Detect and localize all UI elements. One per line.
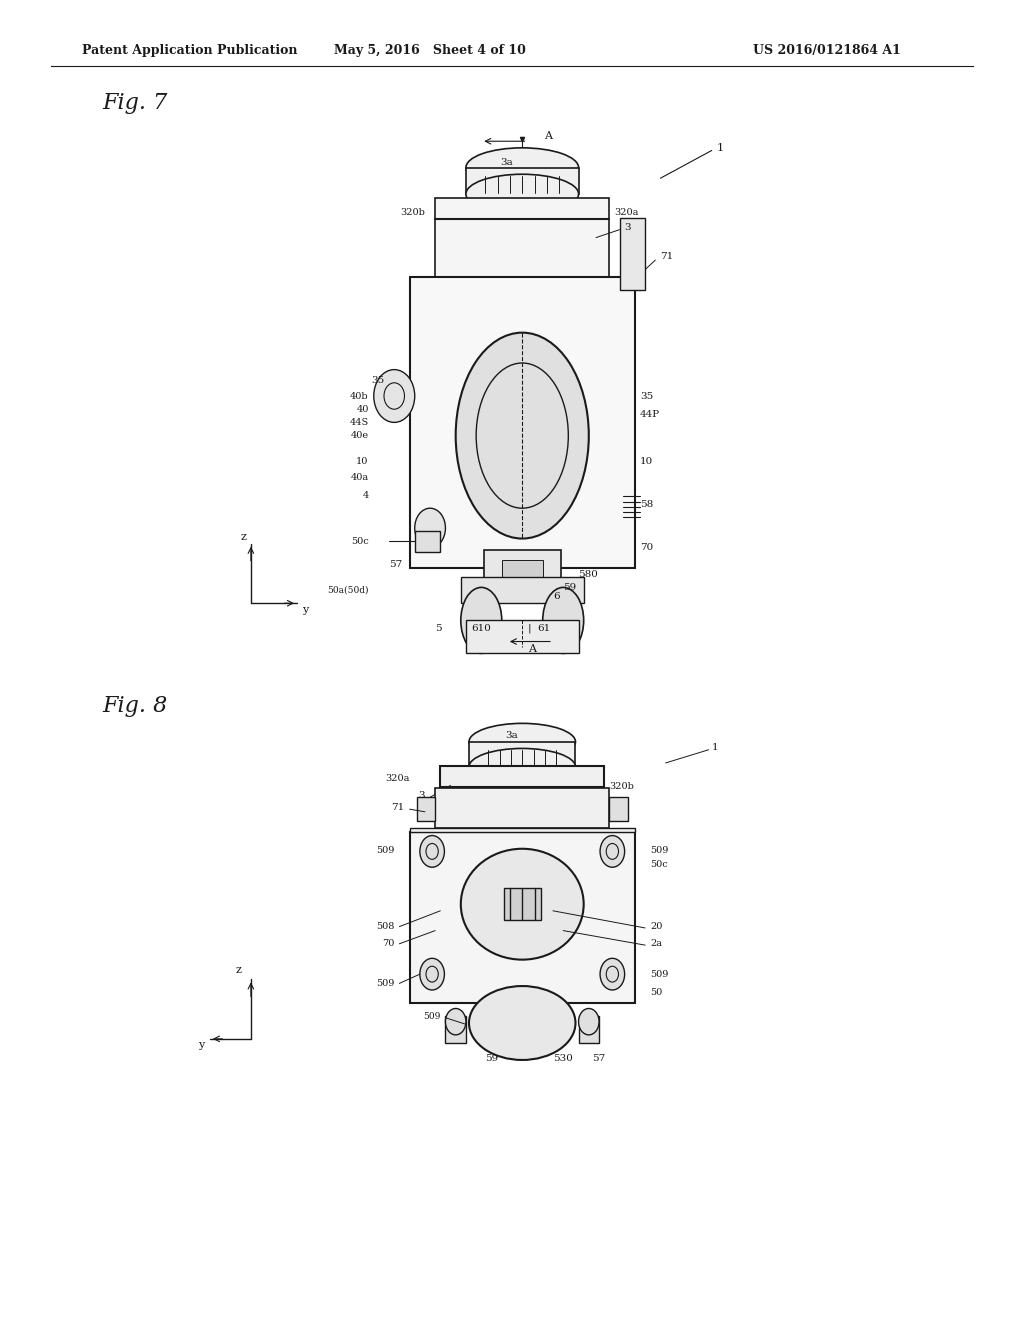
Text: 3a: 3a xyxy=(501,158,513,166)
Bar xyxy=(502,560,543,581)
Bar xyxy=(435,788,609,828)
Circle shape xyxy=(415,508,445,548)
Text: 58: 58 xyxy=(640,500,653,508)
Text: 50: 50 xyxy=(650,989,663,997)
Text: 57: 57 xyxy=(389,561,402,569)
Text: May 5, 2016   Sheet 4 of 10: May 5, 2016 Sheet 4 of 10 xyxy=(334,44,526,57)
Text: z: z xyxy=(241,532,247,543)
Text: 509: 509 xyxy=(376,979,394,987)
Text: Patent Application Publication: Patent Application Publication xyxy=(82,44,297,57)
Text: 2a: 2a xyxy=(650,940,663,948)
Text: 35: 35 xyxy=(640,392,653,400)
Ellipse shape xyxy=(543,587,584,653)
Bar xyxy=(415,531,440,552)
Text: 6: 6 xyxy=(553,593,559,601)
Text: 4: 4 xyxy=(362,491,369,499)
Text: A: A xyxy=(544,131,552,141)
Text: 57: 57 xyxy=(592,1055,605,1063)
Circle shape xyxy=(579,1008,599,1035)
Circle shape xyxy=(420,958,444,990)
Text: 320a: 320a xyxy=(614,209,639,216)
Text: 509: 509 xyxy=(650,846,669,854)
Text: 50c: 50c xyxy=(650,861,668,869)
Text: |: | xyxy=(527,623,531,634)
Bar xyxy=(410,832,635,1003)
Text: US 2016/0121864 A1: US 2016/0121864 A1 xyxy=(754,44,901,57)
Text: 610: 610 xyxy=(471,624,490,632)
Ellipse shape xyxy=(461,587,502,653)
Text: Fig. 8: Fig. 8 xyxy=(102,696,168,717)
Ellipse shape xyxy=(469,986,575,1060)
Bar xyxy=(461,577,584,603)
Text: 70: 70 xyxy=(640,544,653,552)
Text: 61: 61 xyxy=(538,624,551,632)
Ellipse shape xyxy=(466,174,579,214)
Text: 71: 71 xyxy=(660,252,674,260)
Bar xyxy=(579,1016,599,1043)
Text: 509: 509 xyxy=(650,970,669,978)
Bar xyxy=(469,742,575,767)
Text: 40e: 40e xyxy=(350,432,369,440)
Text: 3: 3 xyxy=(625,223,631,231)
Text: 5: 5 xyxy=(435,624,441,632)
Bar xyxy=(445,1016,466,1043)
Text: 10: 10 xyxy=(356,458,369,466)
Text: 1: 1 xyxy=(717,143,724,153)
Text: 50a(50d): 50a(50d) xyxy=(327,586,369,594)
Circle shape xyxy=(420,836,444,867)
Circle shape xyxy=(600,958,625,990)
Text: 320b: 320b xyxy=(400,209,425,216)
Bar xyxy=(410,828,635,832)
Ellipse shape xyxy=(469,748,575,785)
Text: 3: 3 xyxy=(419,792,425,800)
Text: 40b: 40b xyxy=(350,392,369,400)
Bar xyxy=(620,218,645,290)
Text: 44P: 44P xyxy=(640,411,660,418)
Bar xyxy=(417,797,435,821)
Text: 40: 40 xyxy=(356,405,369,413)
Bar xyxy=(466,620,579,653)
Circle shape xyxy=(374,370,415,422)
Text: y: y xyxy=(302,605,308,615)
Text: 10: 10 xyxy=(640,458,653,466)
Text: 1: 1 xyxy=(712,743,718,751)
Text: 580: 580 xyxy=(579,570,598,578)
Ellipse shape xyxy=(456,333,589,539)
Text: 44S: 44S xyxy=(349,418,369,426)
Text: 70: 70 xyxy=(382,940,394,948)
Text: y: y xyxy=(198,1040,204,1051)
Ellipse shape xyxy=(461,849,584,960)
Bar xyxy=(410,277,635,568)
Text: 508: 508 xyxy=(376,923,394,931)
Text: z: z xyxy=(236,965,242,975)
Ellipse shape xyxy=(466,148,579,187)
Text: Fig. 7: Fig. 7 xyxy=(102,92,168,114)
Text: 59: 59 xyxy=(485,1055,498,1063)
Text: 320b: 320b xyxy=(609,783,634,791)
Text: 71: 71 xyxy=(391,804,404,812)
Bar xyxy=(609,797,628,821)
Text: 35: 35 xyxy=(371,376,384,384)
Text: A: A xyxy=(528,644,537,655)
Text: 3a: 3a xyxy=(506,731,518,739)
Bar xyxy=(440,766,604,787)
Circle shape xyxy=(445,1008,466,1035)
Ellipse shape xyxy=(469,723,575,760)
Bar xyxy=(466,168,579,194)
Text: 20: 20 xyxy=(650,923,663,931)
Text: 530: 530 xyxy=(553,1055,572,1063)
Text: 320a: 320a xyxy=(385,775,410,783)
Text: 59: 59 xyxy=(563,583,577,591)
Bar xyxy=(435,198,609,277)
Bar xyxy=(484,550,561,590)
Text: 50c: 50c xyxy=(351,537,369,545)
Text: 509: 509 xyxy=(423,1012,440,1020)
Bar xyxy=(504,888,541,920)
Text: 509: 509 xyxy=(376,846,394,854)
Circle shape xyxy=(600,836,625,867)
Text: 40a: 40a xyxy=(350,474,369,482)
